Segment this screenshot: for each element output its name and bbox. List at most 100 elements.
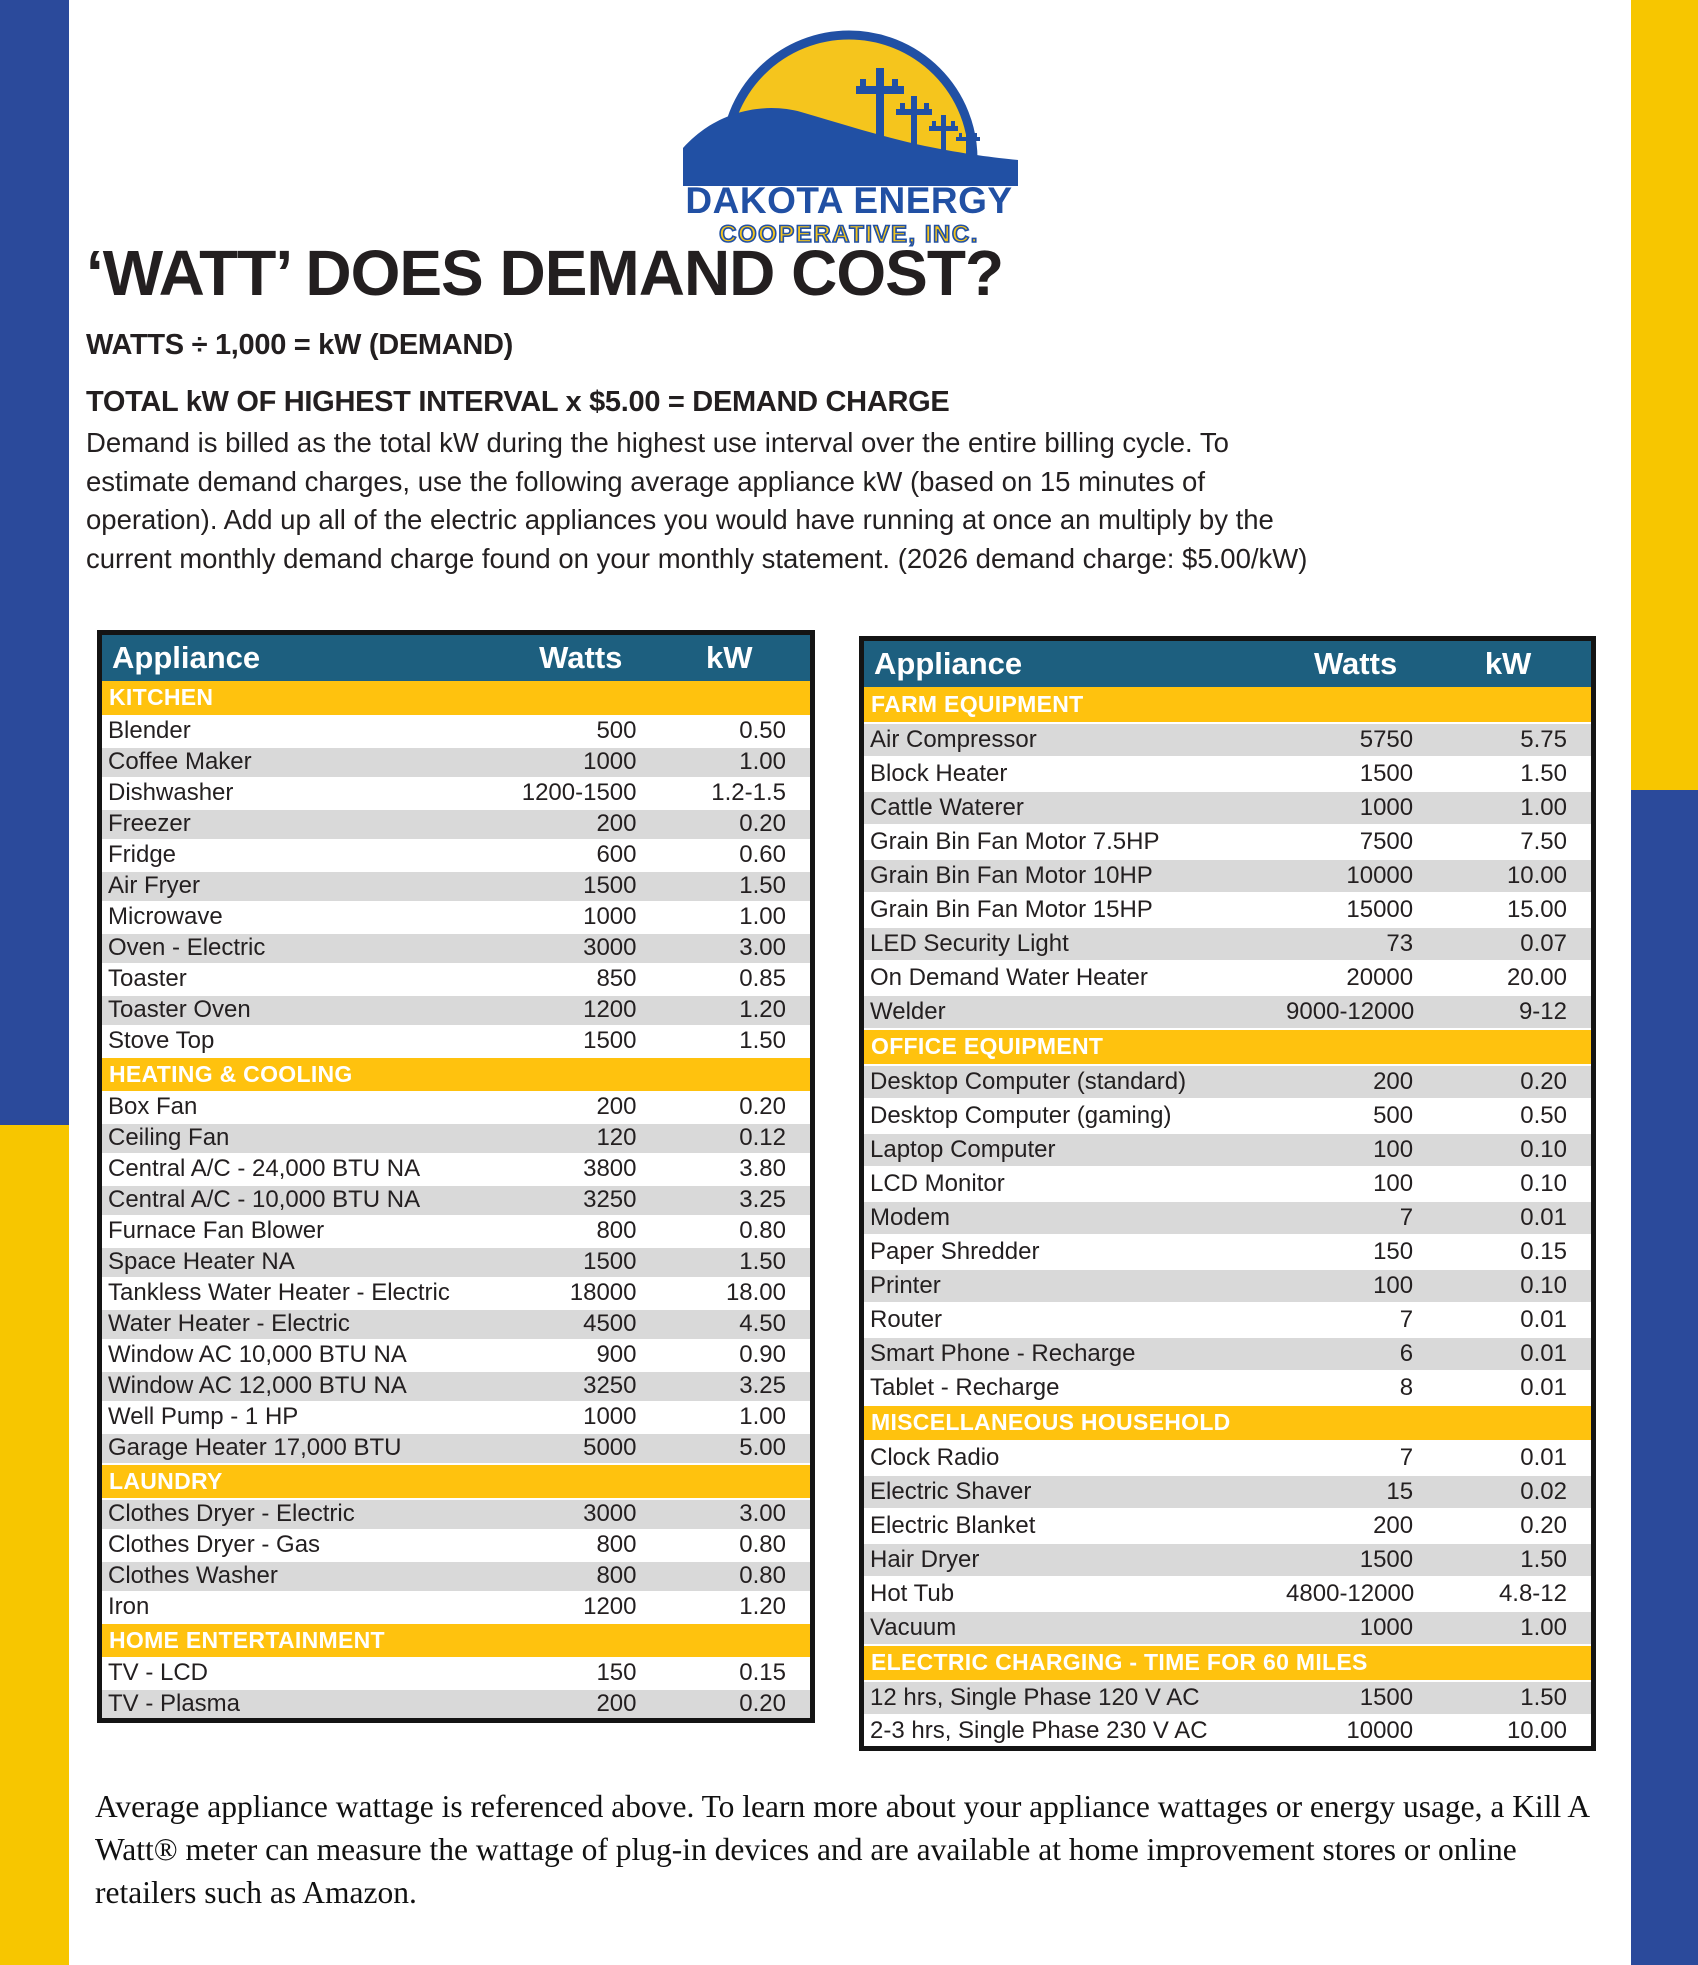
appliance-row: Well Pump - 1 HP 1000 1.00 (99, 1401, 813, 1434)
kw-value-cell: 0.20 (648, 1091, 813, 1124)
column-header-kw: kW (1425, 638, 1594, 687)
kw-value-cell: 0.01 (1425, 1302, 1594, 1338)
appliance-name-cell: Box Fan (99, 1091, 514, 1124)
appliance-name-cell: Cattle Waterer (861, 790, 1287, 826)
appliance-row: Box Fan 200 0.20 (99, 1091, 813, 1124)
appliance-name-cell: Iron (99, 1591, 514, 1624)
appliance-row: Microwave 1000 1.00 (99, 901, 813, 934)
appliance-name-cell: Dishwasher (99, 777, 514, 810)
kw-value-cell: 0.50 (1425, 1098, 1594, 1134)
category-row: OFFICE EQUIPMENT (861, 1028, 1594, 1066)
kw-value-cell: 4.50 (648, 1308, 813, 1341)
appliance-row: Water Heater - Electric 4500 4.50 (99, 1308, 813, 1341)
appliance-name-cell: Well Pump - 1 HP (99, 1401, 514, 1434)
category-label: OFFICE EQUIPMENT (861, 1028, 1594, 1066)
watts-value-cell: 200 (513, 808, 649, 841)
appliance-row: 2-3 hrs, Single Phase 230 V AC 10000 10.00 (861, 1714, 1594, 1750)
appliance-name-cell: Electric Blanket (861, 1508, 1287, 1544)
category-label: LAUNDRY (99, 1463, 813, 1500)
right-bar-blue-segment (1631, 790, 1698, 1965)
kw-value-cell: 0.10 (1425, 1166, 1594, 1202)
appliance-name-cell: On Demand Water Heater (861, 960, 1287, 996)
appliance-row: Router 7 0.01 (861, 1302, 1594, 1338)
watts-value-cell: 6 (1286, 1336, 1426, 1372)
appliance-row: Clothes Dryer - Electric 3000 3.00 (99, 1498, 813, 1531)
demand-charge-formula-line: TOTAL kW OF HIGHEST INTERVAL x $5.00 = D… (86, 386, 950, 418)
appliance-name-cell: Central A/C - 24,000 BTU NA (99, 1153, 514, 1186)
appliance-row: Space Heater NA 1500 1.50 (99, 1246, 813, 1279)
appliance-row: Oven - Electric 3000 3.00 (99, 932, 813, 965)
watts-value-cell: 150 (513, 1657, 649, 1690)
category-label: MISCELLANEOUS HOUSEHOLD (861, 1404, 1594, 1442)
appliance-name-cell: Oven - Electric (99, 932, 514, 965)
appliance-row: Tablet - Recharge 8 0.01 (861, 1370, 1594, 1406)
watts-value-cell: 7 (1286, 1302, 1426, 1338)
appliance-row: Printer 100 0.10 (861, 1268, 1594, 1304)
appliance-name-cell: Hair Dryer (861, 1542, 1287, 1578)
appliance-name-cell: Paper Shredder (861, 1234, 1287, 1270)
watts-value-cell: 120 (513, 1122, 649, 1155)
watts-value-cell: 7500 (1286, 824, 1426, 860)
watts-value-cell: 10000 (1286, 858, 1426, 894)
footer-note: Average appliance wattage is referenced … (95, 1789, 1589, 1910)
watts-value-cell: 3000 (513, 1498, 649, 1531)
right-accent-bar (1631, 0, 1698, 1965)
appliance-name-cell: Grain Bin Fan Motor 15HP (861, 892, 1287, 928)
appliance-name-cell: Water Heater - Electric (99, 1308, 514, 1341)
appliance-name-cell: Electric Shaver (861, 1474, 1287, 1510)
kw-value-cell: 0.60 (648, 839, 813, 872)
appliance-row: Smart Phone - Recharge 6 0.01 (861, 1336, 1594, 1372)
appliance-row: Ceiling Fan 120 0.12 (99, 1122, 813, 1155)
kw-value-cell: 0.10 (1425, 1268, 1594, 1304)
appliance-row: Central A/C - 24,000 BTU NA 3800 3.80 (99, 1153, 813, 1186)
appliance-name-cell: LED Security Light (861, 926, 1287, 962)
appliance-name-cell: Toaster (99, 963, 514, 996)
watts-value-cell: 800 (513, 1215, 649, 1248)
watts-formula-line: WATTS ÷ 1,000 = kW (DEMAND) (86, 329, 514, 361)
kw-value-cell: 0.15 (648, 1657, 813, 1690)
appliance-name-cell: Space Heater NA (99, 1246, 514, 1279)
appliance-name-cell: Garage Heater 17,000 BTU (99, 1432, 514, 1465)
appliance-name-cell: Laptop Computer (861, 1132, 1287, 1168)
watts-value-cell: 4500 (513, 1308, 649, 1341)
kw-value-cell: 1.50 (1425, 1542, 1594, 1578)
appliance-row: LCD Monitor 100 0.10 (861, 1166, 1594, 1202)
column-header-watts: Watts (513, 632, 649, 681)
watts-value-cell: 800 (513, 1560, 649, 1593)
watts-value-cell: 3250 (513, 1370, 649, 1403)
watts-value-cell: 1500 (513, 1246, 649, 1279)
kw-value-cell: 0.01 (1425, 1440, 1594, 1476)
kw-value-cell: 0.20 (648, 808, 813, 841)
kw-value-cell: 10.00 (1425, 858, 1594, 894)
appliance-row: Modem 7 0.01 (861, 1200, 1594, 1236)
left-accent-bar (0, 0, 69, 1965)
appliance-row: Hair Dryer 1500 1.50 (861, 1542, 1594, 1578)
appliance-row: Stove Top 1500 1.50 (99, 1025, 813, 1058)
kw-value-cell: 15.00 (1425, 892, 1594, 928)
column-header-kw: kW (648, 632, 813, 681)
appliance-name-cell: Freezer (99, 808, 514, 841)
kw-value-cell: 0.10 (1425, 1132, 1594, 1168)
appliance-row: Clothes Washer 800 0.80 (99, 1560, 813, 1593)
watts-value-cell: 1500 (513, 1025, 649, 1058)
watts-value-cell: 5000 (513, 1432, 649, 1465)
kw-value-cell: 7.50 (1425, 824, 1594, 860)
kw-value-cell: 1.50 (1425, 1680, 1594, 1716)
page-title: ‘WATT’ DOES DEMAND COST? (86, 237, 1004, 309)
watts-value-cell: 1000 (513, 901, 649, 934)
kw-value-cell: 18.00 (648, 1277, 813, 1310)
appliance-name-cell: Grain Bin Fan Motor 10HP (861, 858, 1287, 894)
watts-value-cell: 7 (1286, 1440, 1426, 1476)
column-header-appliance: Appliance (99, 632, 514, 681)
left-bar-yellow-segment (0, 1125, 69, 1965)
appliance-name-cell: Grain Bin Fan Motor 7.5HP (861, 824, 1287, 860)
kw-value-cell: 0.01 (1425, 1336, 1594, 1372)
watts-value-cell: 5750 (1286, 722, 1426, 758)
watts-value-cell: 18000 (513, 1277, 649, 1310)
kw-value-cell: 5.00 (648, 1432, 813, 1465)
appliance-name-cell: Clothes Dryer - Gas (99, 1529, 514, 1562)
column-header-appliance: Appliance (861, 638, 1287, 687)
appliance-row: 12 hrs, Single Phase 120 V AC 1500 1.50 (861, 1680, 1594, 1716)
watts-value-cell: 9000-12000 (1286, 994, 1426, 1030)
category-label: HEATING & COOLING (99, 1056, 813, 1093)
